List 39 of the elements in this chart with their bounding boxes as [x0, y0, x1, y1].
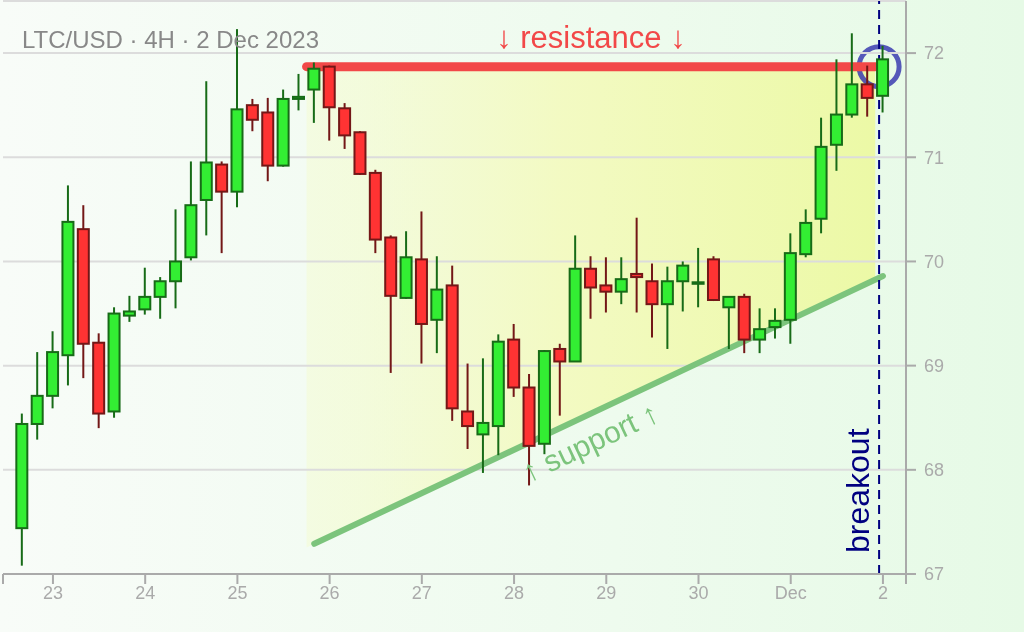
candlestick [584, 255, 598, 320]
x-tick-label: 30 [688, 582, 709, 603]
y-tick-label: 71 [924, 147, 945, 168]
candlestick [691, 246, 705, 309]
candlestick [768, 307, 782, 340]
x-tick-label: 25 [227, 582, 248, 603]
candlestick [153, 276, 167, 320]
candlestick [676, 260, 690, 313]
y-tick-label: 68 [924, 460, 945, 481]
candlestick [461, 362, 475, 450]
candlestick [169, 208, 183, 310]
x-tick-label: 2 [877, 582, 888, 603]
candlestick [630, 216, 644, 314]
candlestick [645, 262, 659, 339]
candlestick [291, 72, 305, 112]
candlestick [599, 256, 613, 314]
y-tick-label: 67 [924, 564, 945, 585]
candlestick [138, 266, 152, 316]
y-tick-label: 72 [924, 43, 945, 64]
y-tick-label: 70 [924, 251, 945, 272]
candlestick [614, 256, 628, 306]
candlestick [722, 295, 736, 350]
x-tick-label: 27 [411, 582, 432, 603]
x-tick-label: 26 [319, 582, 340, 603]
x-tick-label: 23 [42, 582, 63, 603]
y-tick-label: 69 [924, 356, 945, 377]
series-label: ↓ resistance ↓ [496, 19, 686, 55]
candlestick [122, 294, 136, 323]
x-tick-label: Dec [774, 582, 807, 603]
candlestick [753, 307, 767, 355]
ref-line-label: breakout [840, 428, 877, 553]
candlestick [307, 61, 321, 124]
candlestick [860, 64, 874, 118]
x-tick-label: 28 [504, 582, 525, 603]
candlestick [245, 97, 259, 133]
candlestick [660, 265, 674, 350]
candlestick [476, 357, 490, 474]
x-tick-label: 24 [135, 582, 156, 603]
x-tick-label: 29 [596, 582, 617, 603]
